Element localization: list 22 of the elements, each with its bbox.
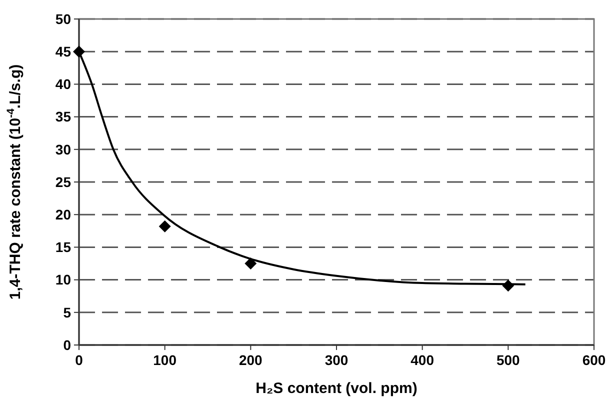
- y-tick-label: 30: [55, 141, 72, 158]
- x-axis-title: H₂S content (vol. ppm): [256, 380, 418, 397]
- y-tick-label: 40: [55, 76, 72, 92]
- y-tick-label: 15: [55, 239, 72, 256]
- y-tick-label: 10: [55, 272, 72, 288]
- x-tick-label: 600: [582, 352, 606, 368]
- y-tick-label: 0: [63, 336, 72, 353]
- x-tick-label: 0: [75, 352, 84, 368]
- point: [244, 258, 257, 270]
- y-tick-label: 20: [55, 206, 72, 222]
- x-tick-label: 100: [153, 352, 177, 368]
- y-tick-label: 5: [63, 304, 72, 320]
- y-tick-label: 50: [55, 10, 72, 27]
- y-tick-label: 35: [55, 108, 72, 125]
- y-tick-label: 25: [55, 174, 72, 190]
- point: [158, 220, 171, 232]
- x-tick-label: 500: [496, 352, 520, 368]
- x-tick-label: 300: [324, 352, 348, 368]
- point: [73, 46, 85, 58]
- x-tick-label: 200: [238, 352, 263, 368]
- x-tick-label: 400: [410, 352, 434, 368]
- y-tick-label: 45: [55, 44, 72, 60]
